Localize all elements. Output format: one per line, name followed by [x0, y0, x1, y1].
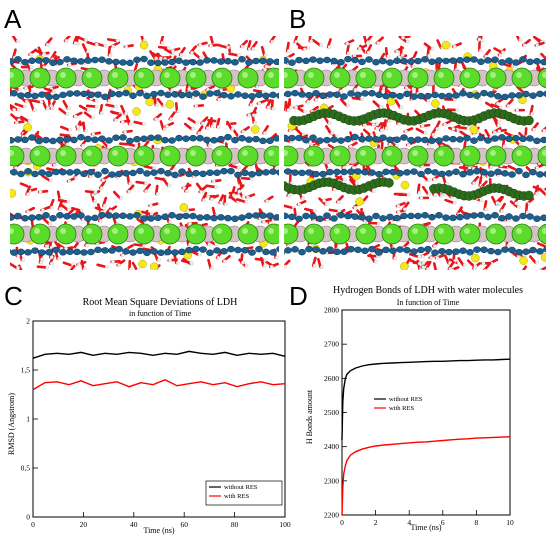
y-tick-label: 2800	[324, 306, 339, 315]
hbonds-chart: Hydrogen Bonds of LDH with water molecul…	[285, 283, 550, 536]
ldh-layer	[10, 55, 279, 101]
ldh-layer	[284, 133, 546, 179]
rmsd-chart-svg: Root Mean Square Deviations of LDH in fu…	[7, 297, 291, 535]
x-tick-label: 100	[279, 520, 291, 529]
x-ticks: 0 20 40 60 80 100	[31, 512, 291, 529]
ldh-layer	[10, 211, 279, 257]
y-tick-label: 0,5	[21, 464, 31, 473]
chart-title: Hydrogen Bonds of LDH with water molecul…	[333, 285, 523, 296]
chart-subtitle: in function of Time	[129, 309, 191, 318]
legend-label: with RES	[389, 405, 414, 412]
panel-label-a: A	[4, 4, 22, 34]
x-tick-label: 0	[31, 520, 35, 529]
chart-title: Root Mean Square Deviations of LDH	[83, 297, 238, 308]
x-ticks: 0 2 4 6 8 10	[340, 510, 514, 527]
molecular-snapshot-without-res	[10, 36, 279, 270]
ldh-layer	[284, 55, 546, 101]
ldh-layer	[10, 133, 279, 179]
x-tick-label: 0	[340, 518, 344, 527]
panel-label-d: D	[289, 281, 308, 311]
y-axis-label: H Bonds amount	[305, 389, 314, 444]
y-ticks: 2200 2300 2400 2500 2600 2700 2800	[324, 306, 347, 520]
y-tick-label: 1,5	[21, 366, 31, 375]
x-tick-label: 4	[407, 518, 411, 527]
y-tick-label: 2200	[324, 511, 339, 520]
x-tick-label: 10	[506, 518, 514, 527]
plot-frame	[341, 309, 511, 516]
rmsd-chart: Root Mean Square Deviations of LDH in fu…	[0, 283, 291, 536]
y-tick-label: 1	[26, 415, 30, 424]
panel-label-c: C	[4, 281, 23, 311]
legend-label: with RES	[224, 493, 249, 500]
molecular-snapshot-with-res	[284, 36, 546, 270]
y-tick-label: 2600	[324, 374, 339, 383]
molecular-render-b	[284, 36, 546, 270]
legend: without RES with RES	[205, 480, 283, 506]
x-tick-label: 80	[231, 520, 239, 529]
legend-box	[205, 480, 283, 506]
x-tick-label: 2	[374, 518, 378, 527]
series-line-2	[32, 379, 286, 391]
x-tick-label: 8	[475, 518, 479, 527]
y-tick-label: 2300	[324, 476, 339, 485]
y-axis-label: RMSD (Angstrom)	[7, 393, 16, 455]
x-axis-label: Time (ns)	[143, 526, 174, 535]
x-tick-label: 40	[130, 520, 138, 529]
molecular-render-a	[10, 36, 279, 270]
x-tick-label: 20	[80, 520, 88, 529]
y-tick-label: 2700	[324, 340, 339, 349]
y-tick-label: 2500	[324, 408, 339, 417]
ldh-layer	[284, 211, 546, 256]
y-tick-label: 2400	[324, 442, 339, 451]
x-tick-label: 60	[180, 520, 188, 529]
y-tick-label: 2	[26, 317, 30, 326]
hbonds-chart-svg: Hydrogen Bonds of LDH with water molecul…	[305, 285, 523, 532]
y-tick-label: 0	[26, 513, 30, 522]
series-line-1	[341, 358, 511, 440]
x-axis-label: Time (ns)	[410, 523, 441, 532]
panel-label-b: B	[289, 4, 307, 34]
resveratrol-molecules	[284, 108, 534, 201]
series-line-1	[32, 350, 286, 359]
legend-label: without RES	[389, 396, 423, 403]
legend: without RES with RES	[374, 396, 423, 412]
legend-label: without RES	[224, 484, 258, 491]
y-ticks: 0 0,5 1 1,5 2	[21, 317, 38, 522]
chart-subtitle: In function of Time	[397, 298, 460, 307]
series-line-2	[341, 436, 511, 516]
x-tick-label: 6	[441, 518, 445, 527]
